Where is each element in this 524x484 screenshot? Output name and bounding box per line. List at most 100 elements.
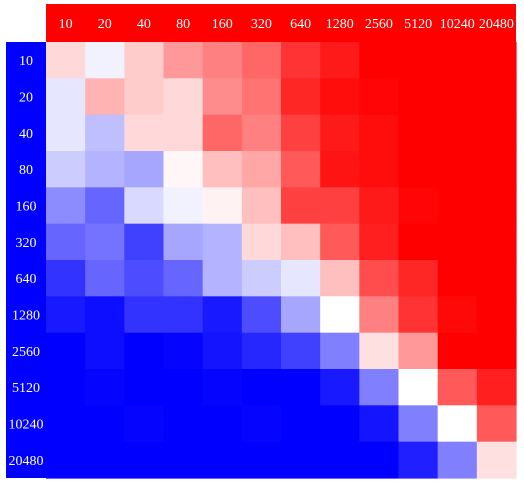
heatmap-cell-r5-c8: [359, 223, 400, 261]
heatmap-cell-r9-c7: [320, 369, 360, 406]
heatmap-cell-r3-c5: [241, 151, 282, 188]
heatmap-cell-r10-c4: [202, 405, 243, 443]
heatmap-cell-r4-c5: [241, 187, 282, 225]
heatmap-cell-r5-c2: [124, 223, 165, 261]
row-label: 320: [16, 236, 37, 251]
heatmap-cell-r2-c1: [85, 114, 125, 152]
heatmap-cell-r3-c4: [202, 151, 243, 188]
heatmap-cell-r2-c11: [476, 114, 517, 152]
heatmap-cell-r0-c3: [163, 42, 204, 79]
column-label: 20: [98, 17, 112, 32]
heatmap-cell-r10-c3: [163, 405, 204, 443]
heatmap-cell-r9-c4: [202, 369, 243, 406]
heatmap-cell-r4-c10: [437, 187, 478, 225]
column-label: 640: [290, 17, 311, 32]
row-label: 20: [19, 91, 33, 106]
heatmap-cell-r3-c7: [320, 151, 360, 188]
heatmap-cell-r7-c0: [46, 296, 86, 334]
heatmap-cell-r7-c9: [398, 296, 439, 334]
heatmap-cell-r6-c10: [437, 260, 478, 297]
heatmap-cell-r5-c7: [320, 223, 360, 261]
heatmap-cell-r10-c9: [398, 405, 439, 443]
column-label: 5120: [404, 17, 432, 32]
heatmap-cell-r6-c6: [281, 260, 321, 297]
column-label: 10: [59, 17, 73, 32]
heatmap-cell-r10-c8: [359, 405, 400, 443]
heatmap-cell-r11-c3: [163, 441, 204, 479]
heatmap-cell-r5-c9: [398, 223, 439, 261]
heatmap-cell-r5-c6: [281, 223, 321, 261]
heatmap-cell-r2-c10: [437, 114, 478, 152]
heatmap-cell-r4-c2: [124, 187, 165, 225]
column-label: 160: [212, 17, 233, 32]
heatmap-cell-r4-c6: [281, 187, 321, 225]
heatmap-cell-r10-c10: [437, 405, 478, 443]
heatmap-cell-r11-c6: [281, 441, 321, 479]
heatmap-cell-r10-c0: [46, 405, 86, 443]
heatmap-cell-r5-c4: [202, 223, 243, 261]
row-label: 20480: [9, 454, 44, 469]
heatmap-cell-r11-c10: [437, 441, 478, 479]
heatmap-cell-r0-c1: [85, 42, 125, 79]
row-labels: 10 20 40 80 160 320 640 1280 2560 5120 10240 20480: [9, 54, 44, 469]
heatmap-cell-r10-c1: [85, 405, 125, 443]
heatmap-cell-r1-c0: [46, 78, 86, 116]
heatmap-cell-r3-c3: [163, 151, 204, 188]
column-header-band: [46, 4, 516, 42]
heatmap-cell-r1-c4: [202, 78, 243, 116]
heatmap-cell-r9-c10: [437, 369, 478, 406]
heatmap-cell-r0-c0: [46, 42, 86, 79]
heatmap-cell-r0-c10: [437, 42, 478, 79]
heatmap-cell-r7-c10: [437, 296, 478, 334]
heatmap-cell-r9-c5: [241, 369, 282, 406]
heatmap-cell-r1-c2: [124, 78, 165, 116]
heatmap-cell-r9-c9: [398, 369, 439, 406]
column-label: 40: [137, 17, 151, 32]
heatmap-cell-r4-c11: [476, 187, 517, 225]
row-label: 10: [19, 54, 33, 69]
heatmap-cell-r11-c2: [124, 441, 165, 479]
heatmap-cell-r2-c5: [241, 114, 282, 152]
heatmap-cell-r1-c1: [85, 78, 125, 116]
column-label: 10240: [440, 17, 475, 32]
heatmap-cell-r3-c9: [398, 151, 439, 188]
heatmap-cell-r9-c11: [476, 369, 517, 406]
heatmap-cell-r6-c7: [320, 260, 360, 297]
heatmap-cell-r2-c3: [163, 114, 204, 152]
heatmap-cell-r8-c5: [241, 332, 282, 370]
heatmap-cell-r6-c0: [46, 260, 86, 297]
heatmap-cell-r7-c6: [281, 296, 321, 334]
heatmap-cell-r2-c7: [320, 114, 360, 152]
heatmap-cell-r3-c6: [281, 151, 321, 188]
heatmap-cell-r0-c6: [281, 42, 321, 79]
heatmap-cell-r7-c8: [359, 296, 400, 334]
row-label: 1280: [12, 309, 40, 324]
heatmap-cell-r6-c1: [85, 260, 125, 297]
heatmap-cell-r2-c8: [359, 114, 400, 152]
heatmap-cell-r7-c4: [202, 296, 243, 334]
heatmap-cell-r11-c8: [359, 441, 400, 479]
heatmap-cell-r0-c9: [398, 42, 439, 79]
heatmap-cell-r0-c2: [124, 42, 165, 79]
heatmap-cell-r2-c9: [398, 114, 439, 152]
heatmap-cell-r5-c0: [46, 223, 86, 261]
heatmap-cell-r3-c8: [359, 151, 400, 188]
heatmap-cell-r3-c1: [85, 151, 125, 188]
heatmap-cell-r11-c4: [202, 441, 243, 479]
heatmap-cell-r7-c1: [85, 296, 125, 334]
heatmap-cell-r10-c7: [320, 405, 360, 443]
heatmap-cell-r1-c9: [398, 78, 439, 116]
heatmap-cell-r8-c8: [359, 332, 400, 370]
heatmap-cell-r0-c7: [320, 42, 360, 79]
heatmap-cell-r4-c0: [46, 187, 86, 225]
heatmap-cell-r11-c11: [476, 441, 517, 479]
row-label: 640: [16, 272, 37, 287]
heatmap-cell-r10-c11: [476, 405, 517, 443]
heatmap-cell-r4-c7: [320, 187, 360, 225]
heatmap-cell-r11-c1: [85, 441, 125, 479]
heatmap-cell-r2-c4: [202, 114, 243, 152]
row-label: 80: [19, 163, 33, 178]
heatmap-cell-r5-c1: [85, 223, 125, 261]
heatmap-cell-r6-c2: [124, 260, 165, 297]
